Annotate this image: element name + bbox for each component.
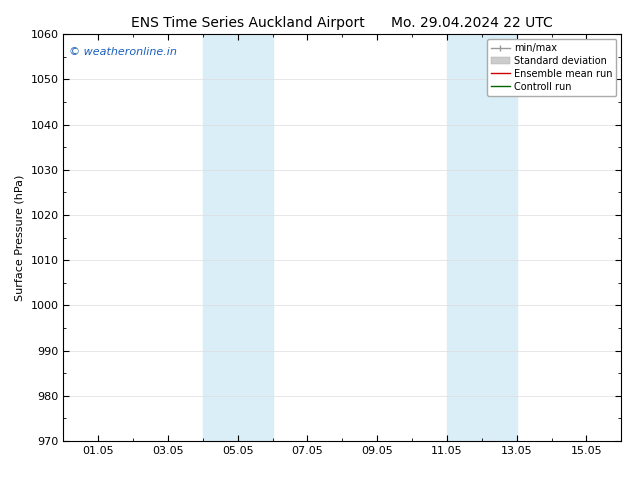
Title: ENS Time Series Auckland Airport      Mo. 29.04.2024 22 UTC: ENS Time Series Auckland Airport Mo. 29.… (131, 16, 553, 30)
Legend: min/max, Standard deviation, Ensemble mean run, Controll run: min/max, Standard deviation, Ensemble me… (487, 39, 616, 96)
Bar (203, 34, 273, 441)
Y-axis label: Surface Pressure (hPa): Surface Pressure (hPa) (15, 174, 25, 301)
Bar (447, 34, 517, 441)
Text: © weatheronline.in: © weatheronline.in (69, 47, 177, 56)
